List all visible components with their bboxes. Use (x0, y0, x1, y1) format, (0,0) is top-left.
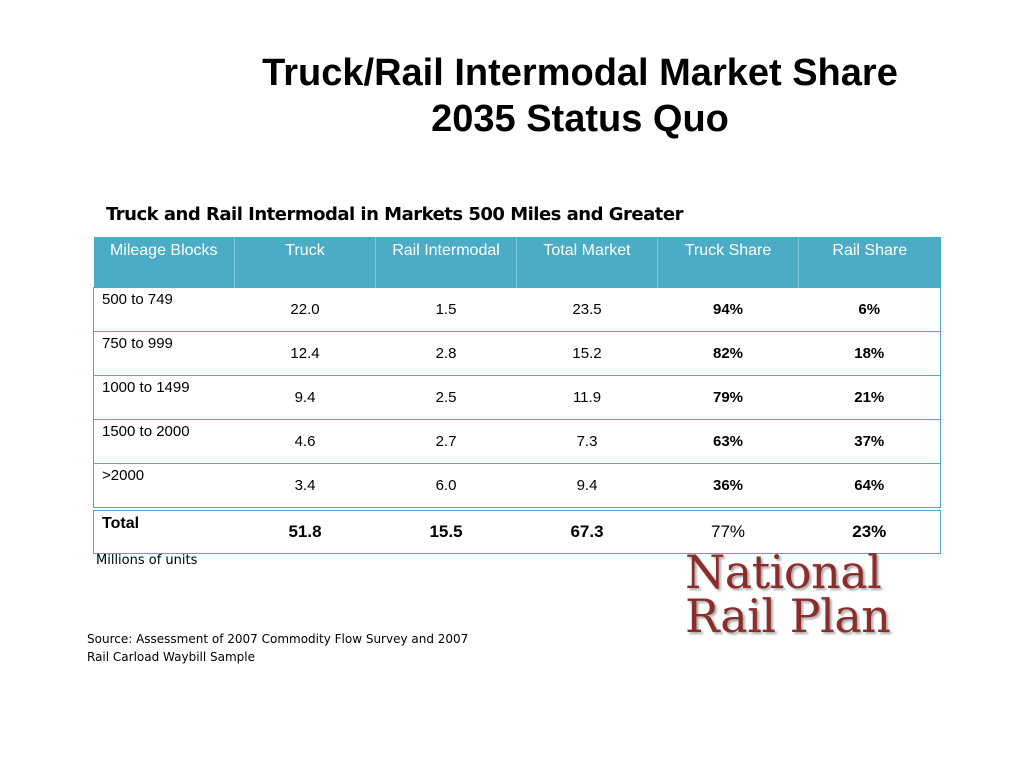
rail-share-cell: 37% (798, 419, 941, 464)
truck-cell: 12.4 (234, 331, 376, 376)
page-title: Truck/Rail Intermodal Market Share 2035 … (200, 50, 960, 142)
source-note: Source: Assessment of 2007 Commodity Flo… (87, 630, 517, 666)
title-line-2: 2035 Status Quo (431, 98, 729, 140)
truck-share-cell: 79% (657, 375, 799, 420)
mileage-cell: 1500 to 2000 (93, 419, 235, 464)
total-rail-cell: 15.5 (375, 507, 517, 554)
units-note: Millions of units (96, 553, 198, 568)
mileage-cell: >2000 (93, 463, 235, 510)
total-label-cell: Total (93, 507, 235, 554)
rail-share-cell: 6% (798, 287, 941, 332)
truck-cell: 4.6 (234, 419, 376, 464)
total-market-sum-cell: 67.3 (516, 507, 658, 554)
table-row: 500 to 749 22.0 1.5 23.5 94% 6% (93, 287, 941, 332)
total-market-cell: 23.5 (516, 287, 658, 332)
mileage-cell: 750 to 999 (93, 331, 235, 376)
rail-share-cell: 18% (798, 331, 941, 376)
total-rail-share-cell: 23% (798, 507, 941, 554)
total-market-cell: 7.3 (516, 419, 658, 464)
mileage-cell: 500 to 749 (93, 287, 235, 332)
rail-cell: 1.5 (375, 287, 517, 332)
title-line-1: Truck/Rail Intermodal Market Share (262, 52, 898, 94)
header-truck: Truck (234, 237, 376, 288)
mileage-cell: 1000 to 1499 (93, 375, 235, 420)
header-mileage-blocks: Mileage Blocks (93, 237, 235, 288)
source-line-1: Source: Assessment of 2007 Commodity Flo… (87, 632, 469, 646)
truck-share-cell: 94% (657, 287, 799, 332)
table-row: 1500 to 2000 4.6 2.7 7.3 63% 37% (93, 419, 941, 464)
truck-share-cell: 82% (657, 331, 799, 376)
header-rail-share: Rail Share (798, 237, 941, 288)
total-truck-cell: 51.8 (234, 507, 376, 554)
table-header-row: Mileage Blocks Truck Rail Intermodal Tot… (93, 237, 941, 288)
total-market-cell: 11.9 (516, 375, 658, 420)
source-line-2: Rail Carload Waybill Sample (87, 650, 256, 664)
rail-cell: 2.8 (375, 331, 517, 376)
table-row: 750 to 999 12.4 2.8 15.2 82% 18% (93, 331, 941, 376)
table-total-row: Total 51.8 15.5 67.3 77% 23% (93, 507, 941, 554)
rail-share-cell: 21% (798, 375, 941, 420)
truck-cell: 9.4 (234, 375, 376, 420)
header-truck-share: Truck Share (657, 237, 799, 288)
header-rail-intermodal: Rail Intermodal (375, 237, 517, 288)
total-market-cell: 9.4 (516, 463, 658, 510)
rail-share-cell: 64% (798, 463, 941, 510)
logo-line-1: National (685, 545, 882, 599)
total-truck-share-cell: 77% (657, 507, 799, 554)
table-row: 1000 to 1499 9.4 2.5 11.9 79% 21% (93, 375, 941, 420)
table-caption: Truck and Rail Intermodal in Markets 500… (106, 204, 683, 225)
truck-cell: 22.0 (234, 287, 376, 332)
total-market-cell: 15.2 (516, 331, 658, 376)
market-share-table: Mileage Blocks Truck Rail Intermodal Tot… (93, 237, 941, 554)
national-rail-plan-logo: National Rail Plan (685, 545, 917, 645)
header-total-market: Total Market (516, 237, 658, 288)
logo-line-2: Rail Plan (685, 589, 891, 643)
rail-cell: 2.5 (375, 375, 517, 420)
truck-cell: 3.4 (234, 463, 376, 510)
rail-cell: 6.0 (375, 463, 517, 510)
truck-share-cell: 63% (657, 419, 799, 464)
rail-cell: 2.7 (375, 419, 517, 464)
table-row: >2000 3.4 6.0 9.4 36% 64% (93, 463, 941, 510)
truck-share-cell: 36% (657, 463, 799, 510)
